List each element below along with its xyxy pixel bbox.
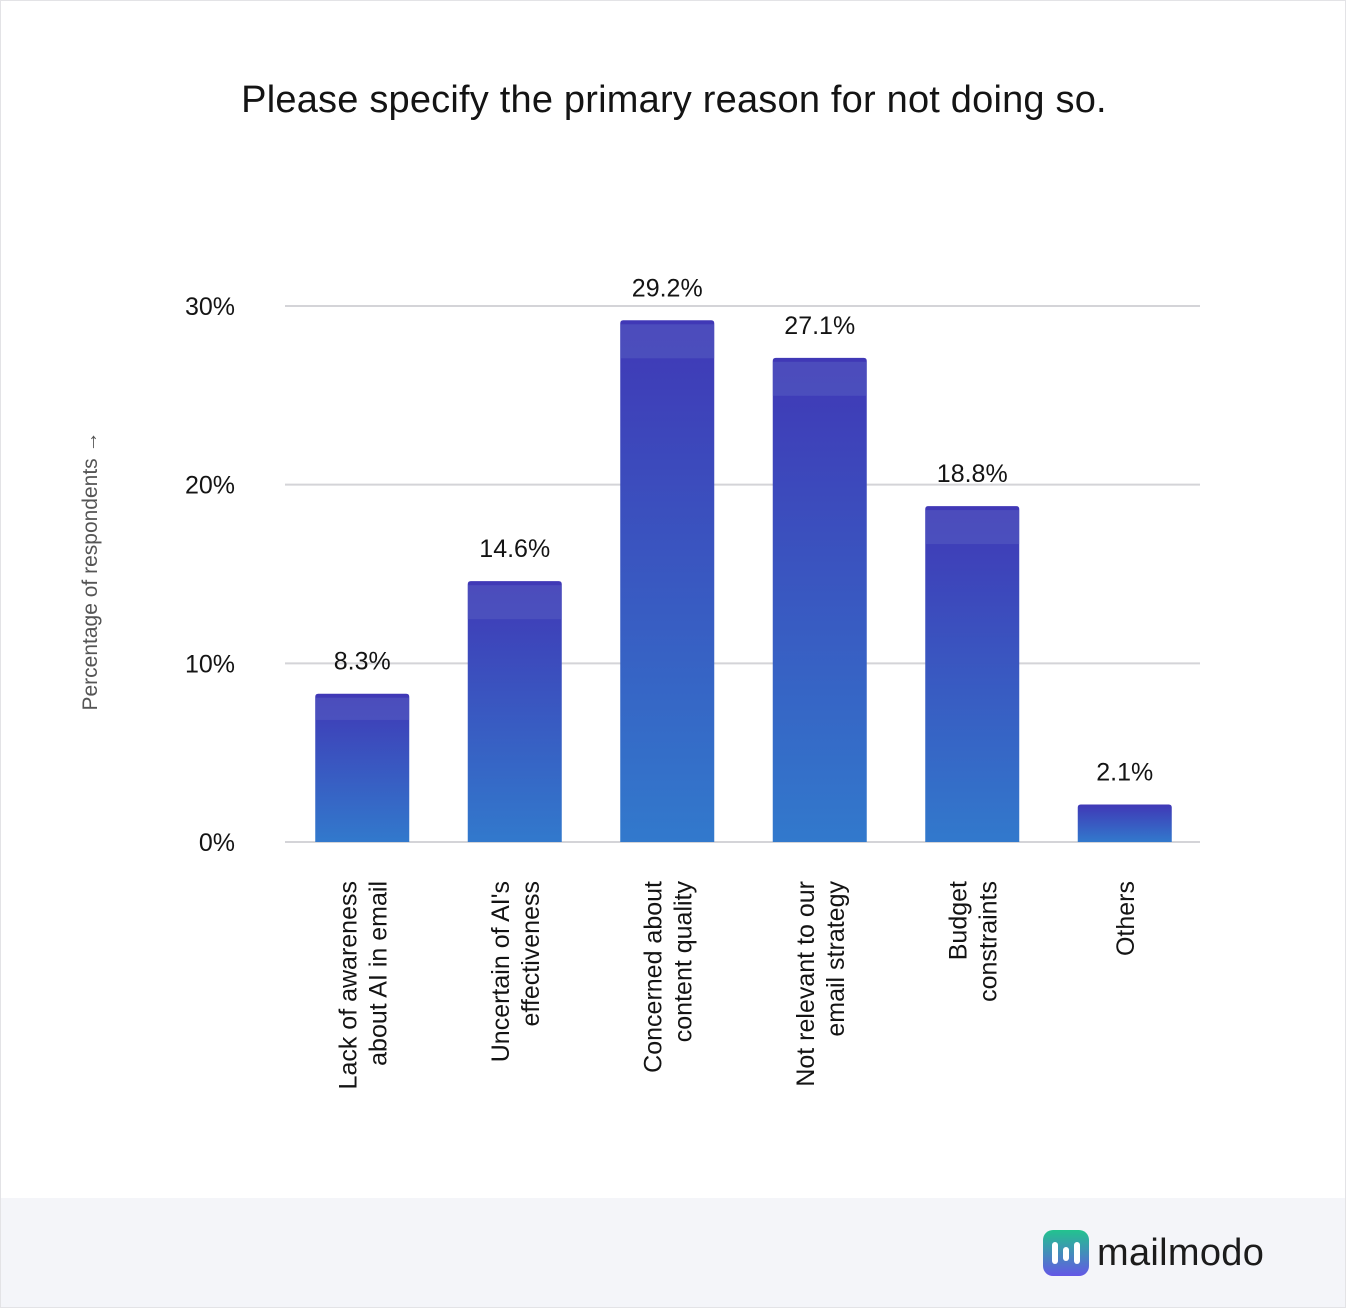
bar	[1077, 804, 1172, 842]
bar	[772, 357, 867, 842]
x-tick-label: Uncertain of AI's	[487, 881, 515, 1062]
value-label: 29.2%	[632, 274, 703, 302]
bar-highlight	[620, 324, 715, 359]
brand-name: mailmodo	[1097, 1231, 1265, 1274]
value-label: 18.8%	[937, 460, 1008, 488]
footer-bar	[1, 1198, 1345, 1307]
y-axis-label: Percentage of respondents →	[79, 431, 102, 710]
y-tick-label: 20%	[185, 472, 235, 500]
bar-chart: 0% 10% 20% 30% Percentage of respondents → 8.…	[79, 274, 1200, 1089]
x-tick-label: effectiveness	[517, 881, 545, 1026]
value-label: 2.1%	[1096, 758, 1153, 786]
x-tick-label: about AI in email	[364, 881, 392, 1066]
value-label: 14.6%	[479, 535, 550, 563]
bar-highlight	[772, 361, 867, 396]
x-tick-label: Concerned about	[639, 881, 667, 1073]
y-tick-label: 0%	[199, 829, 235, 857]
x-tick-label: email strategy	[822, 881, 850, 1037]
brand-logo: mailmodo	[1043, 1228, 1264, 1278]
x-tick-label: Lack of awareness	[334, 881, 362, 1089]
bar	[925, 506, 1020, 842]
value-label: 27.1%	[784, 312, 855, 340]
x-tick-label: Not relevant to our	[792, 881, 820, 1087]
bar	[467, 581, 562, 842]
bar-highlight	[315, 697, 410, 720]
y-tick-label: 30%	[185, 293, 235, 321]
bar	[315, 693, 410, 842]
bar	[620, 320, 715, 842]
value-label: 8.3%	[334, 648, 391, 676]
x-tick-label: Others	[1112, 881, 1140, 956]
y-tick-label: 10%	[185, 650, 235, 678]
mailmodo-logo-icon	[1043, 1230, 1089, 1276]
chart-title: Please specify the primary reason for no…	[241, 79, 1107, 121]
x-tick-label: content quality	[669, 881, 697, 1043]
bar-highlight	[925, 510, 1020, 545]
x-tick-label: constraints	[974, 881, 1002, 1002]
bar-highlight	[467, 585, 562, 620]
x-tick-label: Budget	[944, 881, 972, 960]
